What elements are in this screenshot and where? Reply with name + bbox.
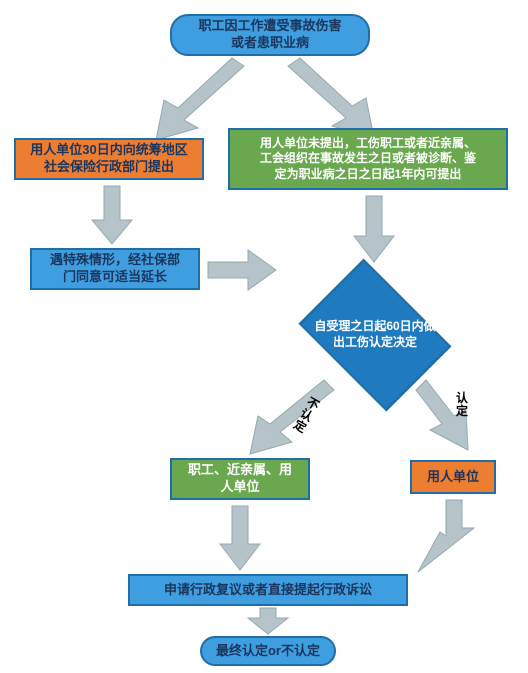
arrow-left1-left2: [92, 186, 132, 244]
node-employer-30d: 用人单位30日内向统筹地区社会保险行政部门提出: [14, 138, 204, 180]
arrow-left2-diamond: [208, 250, 276, 290]
node-employer-30d-text: 用人单位30日内向统筹地区社会保险行政部门提出: [30, 142, 187, 176]
node-decision-text: 自受理之日起60日内做出工伤认定决定: [314, 319, 435, 350]
node-end: 最终认定or不认定: [200, 636, 336, 666]
node-decision: 自受理之日起60日内做出工伤认定决定: [280, 270, 470, 400]
arrow-appeal-end: [248, 608, 288, 634]
node-late-filing: 用人单位未提出，工伤职工或者近亲属、工会组织在事故发生之日或者被诊断、鉴定为职业…: [228, 128, 508, 190]
node-appeal-text: 申请行政复议或者直接提起行政诉讼: [164, 582, 372, 599]
arrow-start-right: [288, 58, 374, 138]
arrow-right1-diamond: [354, 196, 394, 262]
node-end-text: 最终认定or不认定: [216, 643, 320, 660]
edge-label-not-approved: 不认定: [291, 396, 321, 436]
node-approved-party-text: 用人单位: [427, 469, 479, 486]
node-not-approved-party-text: 职工、近亲属、用人单位: [188, 462, 292, 496]
node-start: 职工因工作遭受事故伤害或者患职业病: [170, 14, 370, 56]
node-start-text: 职工因工作遭受事故伤害或者患职业病: [198, 18, 341, 52]
node-late-filing-text: 用人单位未提出，工伤职工或者近亲属、工会组织在事故发生之日或者被诊断、鉴定为职业…: [260, 136, 476, 183]
node-extension: 遇特殊情形，经社保部门同意可适当延长: [30, 248, 200, 290]
node-approved-party: 用人单位: [410, 460, 496, 494]
node-appeal: 申请行政复议或者直接提起行政诉讼: [128, 574, 408, 606]
node-not-approved-party: 职工、近亲属、用人单位: [170, 458, 310, 500]
arrow-napart-appeal: [220, 506, 260, 570]
arrow-apart-appeal: [418, 500, 474, 572]
edge-label-approved: 认定: [456, 392, 468, 418]
node-extension-text: 遇特殊情形，经社保部门同意可适当延长: [50, 252, 180, 286]
